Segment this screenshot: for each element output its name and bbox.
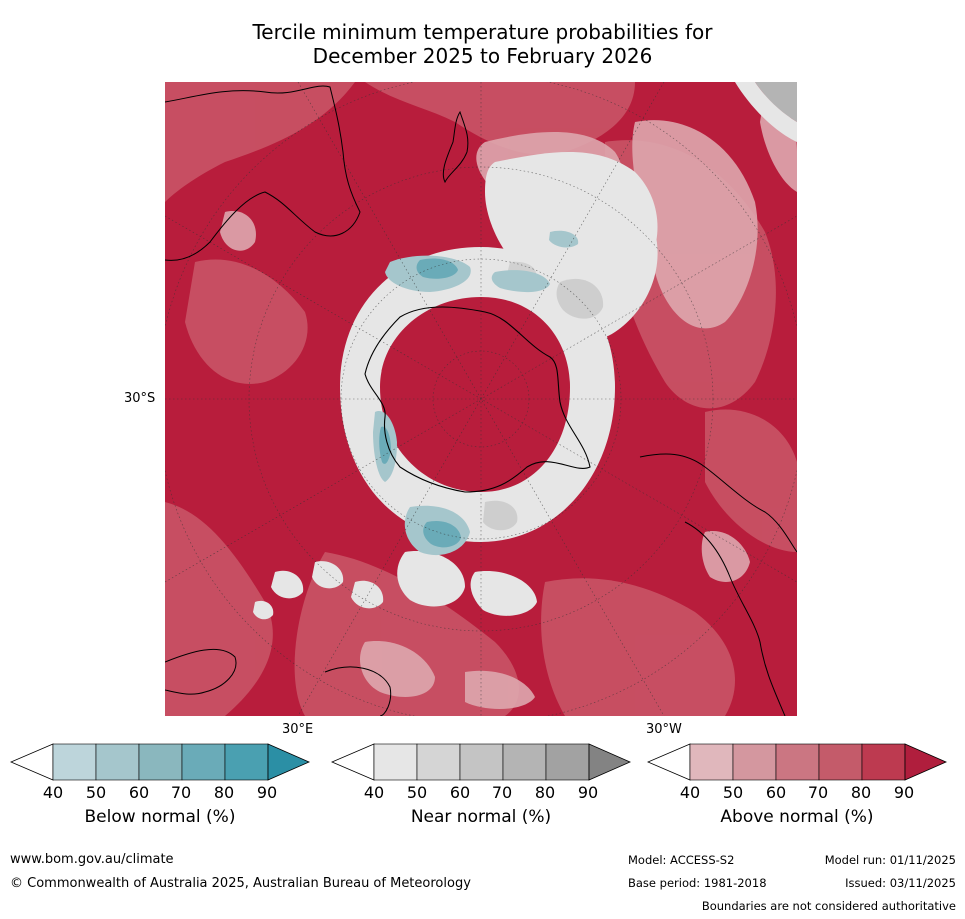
cb-tick: 40 — [363, 783, 385, 802]
boundaries-disclaimer: Boundaries are not considered authoritat… — [701, 899, 956, 913]
colorbar-cell — [775, 743, 820, 781]
lon-label-30e: 30°E — [282, 722, 314, 737]
colorbar-extend-low — [330, 743, 375, 781]
below-normal-regions — [373, 230, 579, 556]
cb-tick: 50 — [85, 783, 107, 802]
cb-tick: 80 — [213, 783, 235, 802]
cb-tick: 60 — [449, 783, 471, 802]
colorbar-above-normal-ticks: 40 50 60 70 80 90 — [647, 783, 947, 803]
colorbar-near-normal: 40 50 60 70 80 90 Near normal (%) — [330, 743, 631, 853]
probability-map — [165, 82, 797, 716]
colorbar-cell — [459, 743, 504, 781]
cb-tick: 70 — [170, 783, 192, 802]
cb-tick: 50 — [722, 783, 744, 802]
colorbar-cell — [95, 743, 140, 781]
colorbar-below-normal: 40 50 60 70 80 90 Below normal (%) — [9, 743, 310, 853]
colorbar-cell — [416, 743, 461, 781]
cb-tick: 80 — [850, 783, 872, 802]
cb-tick: 40 — [42, 783, 64, 802]
cb-tick: 40 — [679, 783, 701, 802]
base-period-info: Base period: 1981-2018 — [628, 876, 767, 890]
graticule — [165, 82, 797, 716]
model-run-info: Model run: 01/11/2025 — [824, 853, 956, 867]
cb-tick: 60 — [128, 783, 150, 802]
lat-label-30s: 30°S — [124, 391, 156, 406]
cb-tick: 70 — [807, 783, 829, 802]
colorbar-cell — [861, 743, 906, 781]
colorbar-above-normal-label: Above normal (%) — [720, 807, 874, 827]
south-america-coastline — [639, 453, 797, 716]
colorbar-extend-high — [904, 743, 947, 781]
colorbar-cell — [689, 743, 734, 781]
colorbar-below-normal-ticks: 40 50 60 70 80 90 — [10, 783, 310, 803]
cb-tick: 60 — [765, 783, 787, 802]
new-zealand-coastline — [442, 110, 469, 184]
colorbar-extend-high — [588, 743, 631, 781]
cb-tick: 50 — [406, 783, 428, 802]
near-normal-regions — [253, 152, 658, 620]
cb-tick: 90 — [893, 783, 915, 802]
africa-coastline — [165, 648, 392, 716]
colorbar-extend-high — [267, 743, 310, 781]
website-link[interactable]: www.bom.gov.au/climate — [10, 852, 174, 867]
near-normal-corner — [755, 82, 797, 122]
colorbar-near-normal-label: Near normal (%) — [410, 807, 552, 827]
lon-label-30w: 30°W — [646, 722, 682, 737]
colorbar-cell — [502, 743, 547, 781]
cb-tick: 70 — [491, 783, 513, 802]
issued-info: Issued: 03/11/2025 — [845, 876, 956, 890]
colorbar-extend-low — [646, 743, 691, 781]
copyright-notice: © Commonwealth of Australia 2025, Austra… — [10, 876, 471, 891]
colorbar-cell — [818, 743, 863, 781]
colorbar-near-normal-ticks: 40 50 60 70 80 90 — [331, 783, 631, 803]
colorbar-extend-low — [9, 743, 54, 781]
colorbar-above-normal-scale — [646, 743, 947, 781]
map-title-line1: Tercile minimum temperature probabilitie… — [252, 20, 713, 44]
cb-tick: 80 — [534, 783, 556, 802]
colorbar-cell — [373, 743, 418, 781]
australia-coastline — [165, 85, 361, 261]
colorbar-below-normal-label: Below normal (%) — [84, 807, 236, 827]
cb-tick: 90 — [256, 783, 278, 802]
colorbar-cell — [181, 743, 226, 781]
map-title: Tercile minimum temperature probabilitie… — [0, 20, 965, 68]
colorbar-above-normal: 40 50 60 70 80 90 Above normal (%) — [646, 743, 947, 853]
colorbar-cell — [732, 743, 777, 781]
colorbar-below-normal-scale — [9, 743, 310, 781]
cb-tick: 90 — [577, 783, 599, 802]
colorbar-cell — [545, 743, 590, 781]
antarctica — [364, 306, 591, 493]
colorbar-cell — [224, 743, 269, 781]
colorbar-cell — [52, 743, 97, 781]
colorbar-cell — [138, 743, 183, 781]
colorbar-near-normal-scale — [330, 743, 631, 781]
map-title-line2: December 2025 to February 2026 — [312, 44, 653, 68]
model-info: Model: ACCESS-S2 — [628, 853, 735, 867]
